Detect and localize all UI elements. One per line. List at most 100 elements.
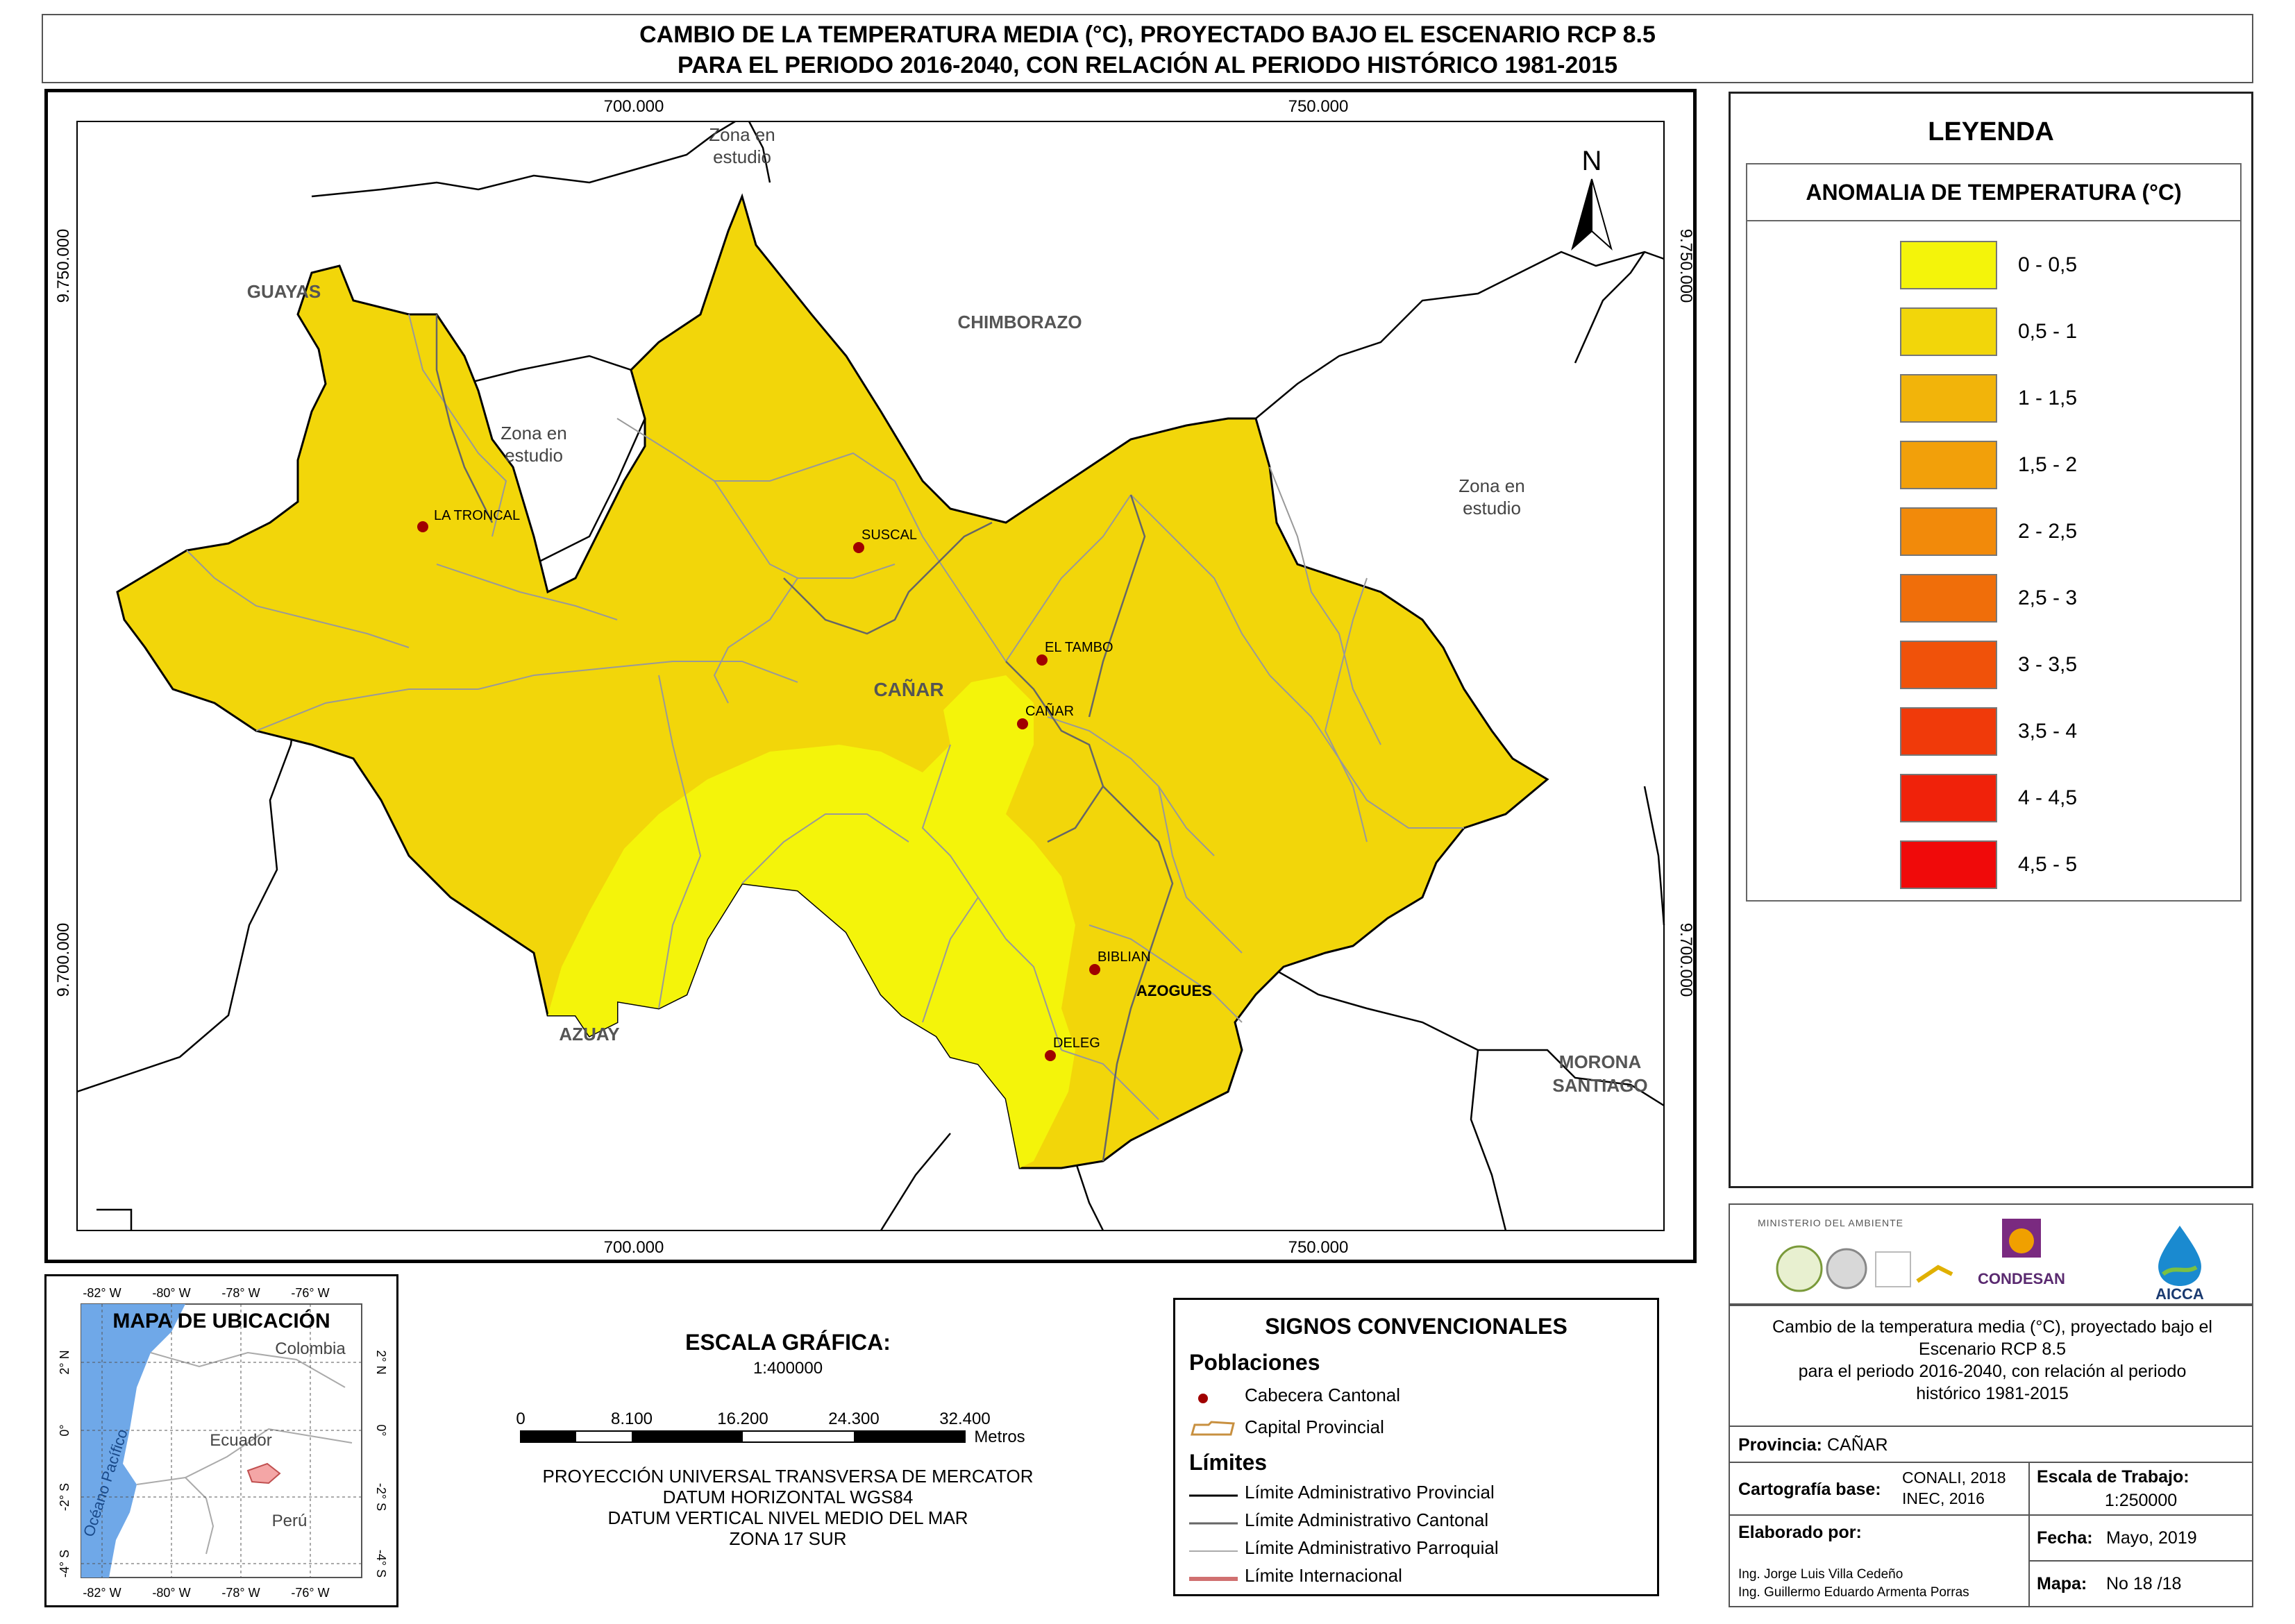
- title-line-1: CAMBIO DE LA TEMPERATURA MEDIA (°C), PRO…: [639, 22, 1656, 48]
- legend-swatch: [1900, 307, 1997, 356]
- line-provincial-icon: [1189, 1486, 1238, 1500]
- label-zona-left-1: Zona en: [501, 423, 566, 443]
- legend-label: 3,5 - 4: [2018, 720, 2078, 743]
- legend-swatch: [1900, 374, 1997, 423]
- line-parroquial-icon: [1189, 1541, 1238, 1555]
- scale-bar: 0 8.100 16.200 24.300 32.400 Metros: [516, 1410, 1025, 1446]
- svg-text:-4° S: -4° S: [58, 1550, 72, 1578]
- capital-row: Capital Provincial: [1189, 1416, 1384, 1438]
- label-province-canar: CAÑAR: [873, 679, 943, 700]
- logo-condesan-text: CONDESAN: [1978, 1270, 2065, 1287]
- town-deleg: DELEG: [1053, 1035, 1100, 1051]
- north-arrow-icon: N: [1571, 146, 1613, 251]
- legend-box: ANOMALIA DE TEMPERATURA (°C) 0 - 0,5 0,5 …: [1746, 163, 2242, 902]
- legend-swatch: [1900, 241, 1997, 289]
- limites-heading: Límites: [1189, 1450, 1268, 1475]
- label-zona-top-1: Zona en: [709, 124, 775, 145]
- svg-text:-82° W: -82° W: [83, 1286, 121, 1300]
- svg-text:-2° S: -2° S: [374, 1483, 388, 1511]
- town-biblian: BIBLIAN: [1098, 949, 1151, 965]
- legend-panel: LEYENDA ANOMALIA DE TEMPERATURA (°C) 0 -…: [1729, 92, 2253, 1188]
- label-guayas: GUAYAS: [247, 281, 321, 302]
- fecha-cell: Fecha: Mayo, 2019: [2028, 1514, 2252, 1560]
- coord-bottom-700: 700.000: [604, 1238, 664, 1257]
- town-dot-suscal: [853, 542, 864, 553]
- coord-right-9700: 9.700.000: [1676, 923, 1693, 997]
- label-zona-top-2: estudio: [713, 146, 771, 167]
- inset-svg[interactable]: -82° W -80° W -78° W -76° W -82° W -80° …: [47, 1276, 396, 1605]
- label-azuay: AZUAY: [559, 1024, 619, 1044]
- svg-text:-78° W: -78° W: [221, 1286, 260, 1300]
- logo-graphics: [1776, 1219, 2201, 1292]
- svg-text:-82° W: -82° W: [83, 1586, 121, 1600]
- aicca-logo-icon: [2158, 1226, 2201, 1286]
- cantonal-boundaries: [435, 314, 1174, 1162]
- legend-label: 2 - 2,5: [2018, 520, 2078, 543]
- inset-highlight-canar: [246, 1462, 281, 1485]
- svg-text:2° N: 2° N: [374, 1350, 388, 1374]
- logos-panel: MINISTERIO DEL AMBIENTE CONDESAN AICCA: [1729, 1203, 2253, 1305]
- main-map[interactable]: 700.000 750.000 700.000 750.000 9.750.00…: [48, 92, 1693, 1260]
- town-dot-canar: [1017, 718, 1028, 729]
- main-map-frame[interactable]: 700.000 750.000 700.000 750.000 9.750.00…: [44, 89, 1697, 1263]
- legend-swatch: [1900, 574, 1997, 623]
- svg-text:-2° S: -2° S: [58, 1483, 72, 1511]
- legend-item: 2 - 2,5: [1900, 507, 2077, 556]
- scale-title: ESCALA GRÁFICA:: [685, 1330, 891, 1355]
- legend-item: 1 - 1,5: [1900, 374, 2077, 423]
- label-chimborazo: CHIMBORAZO: [957, 312, 1082, 332]
- neatline: [76, 121, 1665, 1231]
- legend-label: 1 - 1,5: [2018, 387, 2078, 409]
- legend-swatch: [1900, 840, 1997, 889]
- map-title: CAMBIO DE LA TEMPERATURA MEDIA (°C), PRO…: [42, 14, 2253, 83]
- legend-label: 2,5 - 3: [2018, 586, 2078, 609]
- town-suscal: SUSCAL: [861, 527, 917, 543]
- svg-text:0: 0: [516, 1410, 525, 1428]
- cabecera-row: Cabecera Cantonal: [1189, 1385, 1400, 1406]
- svg-text:-80° W: -80° W: [152, 1286, 190, 1300]
- svg-text:-76° W: -76° W: [291, 1586, 329, 1600]
- legend-swatch: [1900, 441, 1997, 489]
- legend-swatch: [1900, 641, 1997, 689]
- coord-left-9750: 9.750.000: [54, 229, 73, 303]
- capital-azogues: AZOGUES: [1136, 982, 1212, 999]
- svg-text:0°: 0°: [374, 1424, 388, 1436]
- scale-ratio: 1:400000: [753, 1359, 823, 1378]
- legend-label: 1,5 - 2: [2018, 453, 2078, 476]
- mapa-cell: Mapa: No 18 /18: [2028, 1560, 2252, 1606]
- legend-item: 2,5 - 3: [1900, 574, 2077, 623]
- legend-item: 4,5 - 5: [1900, 840, 2077, 889]
- ministerio-logo-icon: [1776, 1245, 1823, 1292]
- flag-icon: [1916, 1264, 1953, 1283]
- lim-int-row: Límite Internacional: [1189, 1565, 1402, 1587]
- capital-outline-icon: [1189, 1420, 1238, 1435]
- label-zona-right-1: Zona en: [1458, 475, 1524, 496]
- legend-title: LEYENDA: [1928, 117, 2054, 146]
- info-panel: Cambio de la temperatura media (°C), pro…: [1729, 1305, 2253, 1607]
- ocean-area: [81, 1304, 185, 1578]
- label-morona: MORONA: [1559, 1051, 1642, 1072]
- legend-label: 3 - 3,5: [2018, 653, 2078, 676]
- parish-boundaries: [186, 314, 1464, 1120]
- line-cantonal-icon: [1189, 1514, 1238, 1528]
- coord-top-750: 750.000: [1288, 97, 1349, 116]
- gobierno-logo-icon: [1875, 1251, 1911, 1287]
- svg-text:0°: 0°: [58, 1424, 72, 1436]
- svg-text:24.300: 24.300: [828, 1410, 879, 1428]
- legend-swatch: [1900, 774, 1997, 822]
- svg-text:32.400: 32.400: [939, 1410, 990, 1428]
- scale-section: ESCALA GRÁFICA: 1:400000 0 8.100 16.200 …: [417, 1274, 1159, 1607]
- title-line-2: PARA EL PERIODO 2016-2040, CON RELACIÓN …: [677, 52, 1618, 78]
- legend-item: 0 - 0,5: [1900, 241, 2077, 289]
- legend-item: 4 - 4,5: [1900, 774, 2077, 822]
- coord-top-700: 700.000: [604, 97, 664, 116]
- info-description: Cambio de la temperatura media (°C), pro…: [1772, 1317, 2212, 1403]
- label-zona-right-2: estudio: [1463, 498, 1521, 518]
- location-inset-map[interactable]: -82° W -80° W -78° W -76° W -82° W -80° …: [44, 1274, 398, 1607]
- coord-bottom-750: 750.000: [1288, 1238, 1349, 1257]
- town-canar: CAÑAR: [1025, 702, 1074, 719]
- legend-label: 0 - 0,5: [2018, 253, 2078, 276]
- legend-item: 3 - 3,5: [1900, 641, 2077, 689]
- cartografia-cell: Cartografía base: CONALI, 2018 INEC, 201…: [1730, 1462, 2028, 1514]
- zone-0-0.5: [548, 675, 1075, 1168]
